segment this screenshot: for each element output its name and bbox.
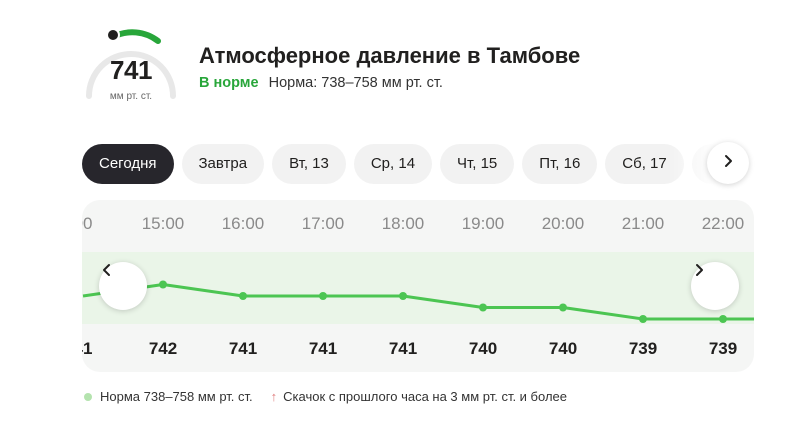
data-point (559, 303, 567, 312)
time-tick-label: 00 (82, 214, 93, 233)
gauge-value: 741 (110, 55, 152, 85)
time-tick-label: 15:00 (141, 214, 185, 233)
data-point (639, 315, 647, 323)
subtitle: В норме Норма: 738–758 мм рт. ст. (199, 75, 443, 91)
value-label: 739 (708, 339, 738, 358)
value-label: 741 (228, 339, 258, 358)
day-tabs: Сегодня Завтра Вт, 13 Ср, 14 Чт, 15 Пт, 16 Сб,… (82, 144, 758, 184)
pressure-gauge: 741 мм рт. ст. (80, 24, 182, 108)
value-label: 41 (82, 339, 93, 358)
time-tick-label: 17:00 (301, 214, 345, 233)
chevron-right-icon (721, 154, 735, 173)
chart-prev-button[interactable] (99, 262, 147, 310)
data-point (239, 292, 247, 300)
norm-dot-icon (84, 392, 92, 401)
day-tab[interactable]: Ср, 14 (353, 144, 433, 184)
data-point (159, 280, 167, 289)
legend-jump: Скачок с прошлого часа на 3 мм рт. ст. и… (283, 389, 567, 404)
day-tabs-track: Сегодня Завтра Вт, 13 Ср, 14 Чт, 15 Пт, 16 Сб,… (82, 144, 758, 184)
day-tab[interactable]: Пт, 16 (522, 144, 598, 184)
chart-next-button[interactable] (691, 262, 739, 310)
legend-norm: Норма 738–758 мм рт. ст. (100, 389, 253, 404)
data-point (319, 292, 327, 300)
status-label: В норме (199, 75, 259, 91)
gauge-unit: мм рт. ст. (109, 91, 153, 102)
day-tab[interactable]: Вт, 13 (272, 144, 346, 184)
arrow-up-icon: ↑ (270, 389, 278, 404)
value-label: 742 (148, 339, 178, 358)
norm-range: Норма: 738–758 мм рт. ст. (268, 75, 443, 91)
pressure-chart: 00 15:00 16:00 17:00 18:00 19:00 20:00 21:00 22:… (82, 200, 754, 372)
pressure-line (82, 283, 754, 321)
value-label: 741 (388, 339, 418, 358)
page-title: Атмосферное давление в Тамбове (199, 43, 581, 68)
time-tick-label: 22:00 (701, 214, 745, 233)
day-tab[interactable]: Сегодня (82, 144, 174, 184)
time-tick-label: 21:00 (621, 214, 665, 233)
value-label: 740 (468, 339, 498, 358)
time-tick-label: 16:00 (221, 214, 265, 233)
day-tab[interactable]: Чт, 15 (440, 144, 515, 184)
data-point (719, 315, 727, 323)
value-label: 739 (628, 339, 658, 358)
day-tab[interactable]: Завтра (181, 144, 265, 184)
tabs-next-button[interactable] (707, 142, 749, 184)
time-tick-label: 18:00 (381, 214, 425, 233)
value-label: 740 (548, 339, 578, 358)
value-label: 741 (308, 339, 338, 358)
data-point (479, 303, 487, 312)
day-tab[interactable]: Сб, 17 (605, 144, 684, 184)
gauge-arc (86, 28, 176, 99)
chart-plot (82, 280, 754, 323)
gauge-marker (106, 28, 120, 42)
gauge-track (86, 51, 176, 99)
time-tick-label: 19:00 (461, 214, 505, 233)
data-point (399, 292, 407, 300)
time-tick-label: 20:00 (541, 214, 585, 233)
chart-legend: Норма 738–758 мм рт. ст. ↑ Скачок с прош… (84, 389, 567, 404)
